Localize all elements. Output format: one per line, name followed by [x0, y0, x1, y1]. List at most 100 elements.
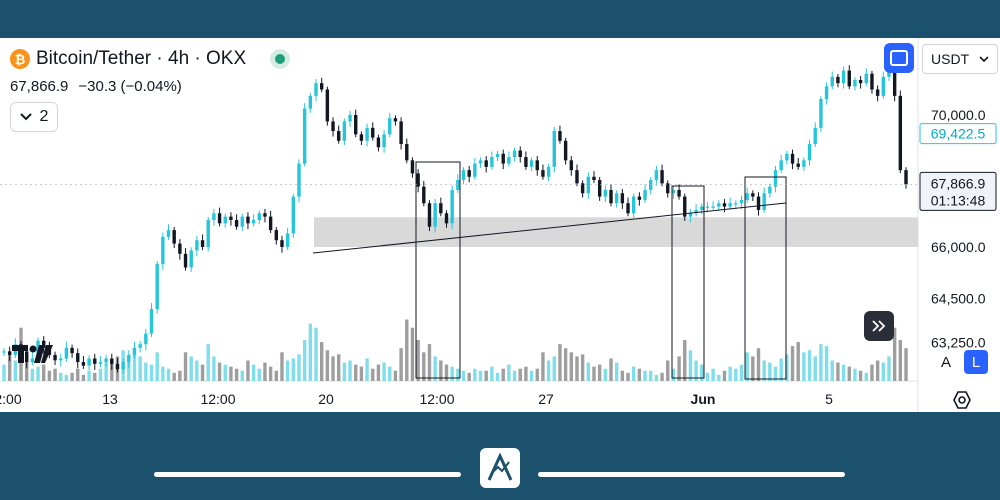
candle [376, 137, 381, 148]
marker-price-label-box [919, 123, 997, 145]
currency-select[interactable]: USDT [922, 44, 998, 74]
volume-bar [881, 362, 886, 381]
volume-bar [467, 372, 471, 381]
candle [246, 216, 250, 224]
volume-bar [166, 368, 171, 381]
candle [592, 176, 596, 181]
candle [728, 203, 732, 207]
symbol-header[interactable]: ₿ Bitcoin/Tether · 4h · OKX [10, 48, 291, 70]
candle [354, 115, 358, 135]
nav-bar-left [154, 472, 461, 477]
candle [223, 216, 227, 224]
price-tick-label: 70,000.0 [931, 107, 986, 123]
volume-bar [450, 366, 454, 381]
auto-scale-button[interactable]: A [940, 353, 951, 371]
volume-bar [155, 352, 159, 381]
candle [251, 219, 256, 224]
volume-bar [660, 372, 664, 381]
volume-bar [149, 364, 154, 381]
candle [217, 213, 222, 224]
candle [461, 170, 466, 181]
candle [779, 160, 783, 171]
candle [297, 163, 301, 197]
volume-bar [456, 368, 460, 381]
candle [121, 362, 125, 370]
volume-bar [314, 327, 318, 381]
candle [268, 216, 273, 231]
candle [189, 250, 193, 268]
chart-canvas[interactable]: 70,000.0 66,000.0 64,500.0 63,250.0 2:00 13 1… [0, 38, 1000, 412]
volume-bar [728, 366, 732, 381]
indicators-toggle-button[interactable]: 2 [10, 102, 58, 132]
volume-bar [569, 352, 573, 381]
last-price-label: 67,866.9 [931, 175, 986, 191]
fullscreen-button[interactable] [884, 43, 914, 73]
bitcoin-icon: ₿ [10, 49, 30, 69]
volume-bar [541, 352, 545, 381]
volume-bar [711, 368, 715, 381]
price-labels: 69,422.5 67,866.901:13:48 [0, 123, 997, 211]
candle [473, 163, 477, 177]
chart-window: 70,000.0 66,000.0 64,500.0 63,250.0 2:00 13 1… [0, 38, 1000, 412]
volume-bar [779, 358, 783, 381]
support-zone [314, 217, 918, 247]
volume-bar [263, 362, 267, 381]
volume-bar [654, 374, 659, 381]
candle [660, 170, 664, 184]
chart-settings-button[interactable] [950, 388, 974, 412]
candle [580, 183, 585, 194]
volume-bar [785, 354, 789, 381]
candle [484, 160, 488, 167]
candle [319, 83, 324, 90]
candle [359, 134, 364, 141]
app-icon[interactable] [480, 448, 520, 488]
candle [507, 157, 511, 164]
volume-bar [206, 344, 210, 381]
volume-bar [70, 372, 74, 381]
volume-bar [331, 356, 335, 381]
candle [535, 160, 539, 171]
candle [597, 180, 602, 197]
volume-bar [887, 356, 891, 381]
volume-bar [575, 356, 579, 381]
volume-bar [444, 364, 449, 381]
candle [631, 196, 636, 214]
candle [830, 76, 834, 87]
volume-bar [745, 352, 749, 381]
volume-bar [274, 370, 279, 381]
candle [785, 153, 789, 161]
volume-bar [853, 368, 857, 381]
volume-bar [161, 366, 165, 381]
candle [529, 160, 534, 167]
volume-bar [518, 368, 522, 381]
volume-bar [325, 350, 330, 381]
volume-bar [268, 366, 273, 381]
tradingview-logo [12, 341, 54, 372]
market-status-icon[interactable] [270, 49, 291, 69]
volume-bar [189, 356, 193, 381]
volume-bar [229, 366, 233, 381]
volume-bars [2, 319, 908, 381]
candle [694, 209, 698, 214]
time-tick-label: 12:00 [200, 391, 235, 407]
last-price: 67,866.9 [10, 78, 69, 95]
candle [393, 118, 398, 122]
candle [388, 118, 392, 135]
candle [773, 170, 778, 187]
volume-bar [138, 356, 142, 381]
volume-bar [178, 370, 182, 381]
volume-bar [246, 360, 250, 381]
volume-bar [620, 370, 625, 381]
candle [450, 189, 454, 224]
volume-bar [592, 366, 596, 381]
log-scale-button[interactable]: L [964, 350, 988, 374]
candle [563, 140, 568, 161]
volume-bar [172, 372, 176, 381]
volume-bar [524, 366, 528, 381]
currency-label: USDT [931, 51, 970, 67]
volume-bar [631, 366, 636, 381]
volume-bar [773, 366, 778, 381]
volume-bar [104, 362, 108, 381]
scroll-to-realtime-button[interactable] [864, 311, 894, 341]
candle [819, 99, 823, 128]
